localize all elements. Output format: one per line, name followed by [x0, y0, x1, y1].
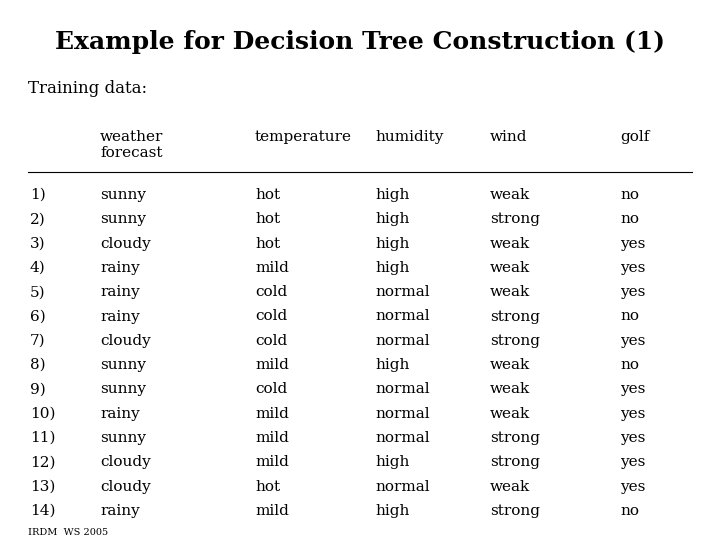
Text: mild: mild [255, 261, 289, 275]
Text: normal: normal [375, 309, 430, 323]
Text: 9): 9) [30, 382, 46, 396]
Text: sunny: sunny [100, 188, 146, 202]
Text: yes: yes [620, 455, 645, 469]
Text: rainy: rainy [100, 407, 140, 421]
Text: high: high [375, 261, 410, 275]
Text: normal: normal [375, 431, 430, 445]
Text: weak: weak [490, 358, 530, 372]
Text: 13): 13) [30, 480, 55, 494]
Text: normal: normal [375, 407, 430, 421]
Text: cloudy: cloudy [100, 480, 150, 494]
Text: sunny: sunny [100, 431, 146, 445]
Text: high: high [375, 212, 410, 226]
Text: IRDM  WS 2005: IRDM WS 2005 [28, 528, 108, 537]
Text: 6): 6) [30, 309, 46, 323]
Text: yes: yes [620, 261, 645, 275]
Text: 4): 4) [30, 261, 46, 275]
Text: rainy: rainy [100, 285, 140, 299]
Text: no: no [620, 309, 639, 323]
Text: weak: weak [490, 261, 530, 275]
Text: high: high [375, 188, 410, 202]
Text: no: no [620, 212, 639, 226]
Text: yes: yes [620, 480, 645, 494]
Text: normal: normal [375, 382, 430, 396]
Text: yes: yes [620, 382, 645, 396]
Text: normal: normal [375, 480, 430, 494]
Text: Example for Decision Tree Construction (1): Example for Decision Tree Construction (… [55, 30, 665, 54]
Text: strong: strong [490, 455, 540, 469]
Text: mild: mild [255, 407, 289, 421]
Text: 8): 8) [30, 358, 45, 372]
Text: mild: mild [255, 504, 289, 518]
Text: hot: hot [255, 188, 280, 202]
Text: weak: weak [490, 382, 530, 396]
Text: weak: weak [490, 480, 530, 494]
Text: high: high [375, 358, 410, 372]
Text: no: no [620, 188, 639, 202]
Text: no: no [620, 358, 639, 372]
Text: 3): 3) [30, 237, 45, 251]
Text: high: high [375, 237, 410, 251]
Text: hot: hot [255, 480, 280, 494]
Text: rainy: rainy [100, 309, 140, 323]
Text: 2): 2) [30, 212, 46, 226]
Text: temperature: temperature [255, 130, 352, 144]
Text: weak: weak [490, 407, 530, 421]
Text: yes: yes [620, 334, 645, 348]
Text: no: no [620, 504, 639, 518]
Text: yes: yes [620, 407, 645, 421]
Text: 5): 5) [30, 285, 45, 299]
Text: sunny: sunny [100, 382, 146, 396]
Text: strong: strong [490, 431, 540, 445]
Text: weak: weak [490, 285, 530, 299]
Text: cold: cold [255, 334, 287, 348]
Text: strong: strong [490, 309, 540, 323]
Text: yes: yes [620, 285, 645, 299]
Text: normal: normal [375, 334, 430, 348]
Text: strong: strong [490, 334, 540, 348]
Text: sunny: sunny [100, 212, 146, 226]
Text: 1): 1) [30, 188, 46, 202]
Text: cold: cold [255, 382, 287, 396]
Text: mild: mild [255, 455, 289, 469]
Text: humidity: humidity [375, 130, 444, 144]
Text: 11): 11) [30, 431, 55, 445]
Text: weak: weak [490, 237, 530, 251]
Text: hot: hot [255, 212, 280, 226]
Text: golf: golf [620, 130, 649, 144]
Text: yes: yes [620, 431, 645, 445]
Text: high: high [375, 504, 410, 518]
Text: Training data:: Training data: [28, 80, 147, 97]
Text: weak: weak [490, 188, 530, 202]
Text: 14): 14) [30, 504, 55, 518]
Text: cloudy: cloudy [100, 455, 150, 469]
Text: rainy: rainy [100, 261, 140, 275]
Text: weather
forecast: weather forecast [100, 130, 163, 160]
Text: mild: mild [255, 358, 289, 372]
Text: high: high [375, 455, 410, 469]
Text: cloudy: cloudy [100, 334, 150, 348]
Text: wind: wind [490, 130, 528, 144]
Text: cold: cold [255, 309, 287, 323]
Text: strong: strong [490, 504, 540, 518]
Text: mild: mild [255, 431, 289, 445]
Text: cloudy: cloudy [100, 237, 150, 251]
Text: strong: strong [490, 212, 540, 226]
Text: 7): 7) [30, 334, 45, 348]
Text: 10): 10) [30, 407, 55, 421]
Text: cold: cold [255, 285, 287, 299]
Text: normal: normal [375, 285, 430, 299]
Text: sunny: sunny [100, 358, 146, 372]
Text: hot: hot [255, 237, 280, 251]
Text: 12): 12) [30, 455, 55, 469]
Text: rainy: rainy [100, 504, 140, 518]
Text: yes: yes [620, 237, 645, 251]
